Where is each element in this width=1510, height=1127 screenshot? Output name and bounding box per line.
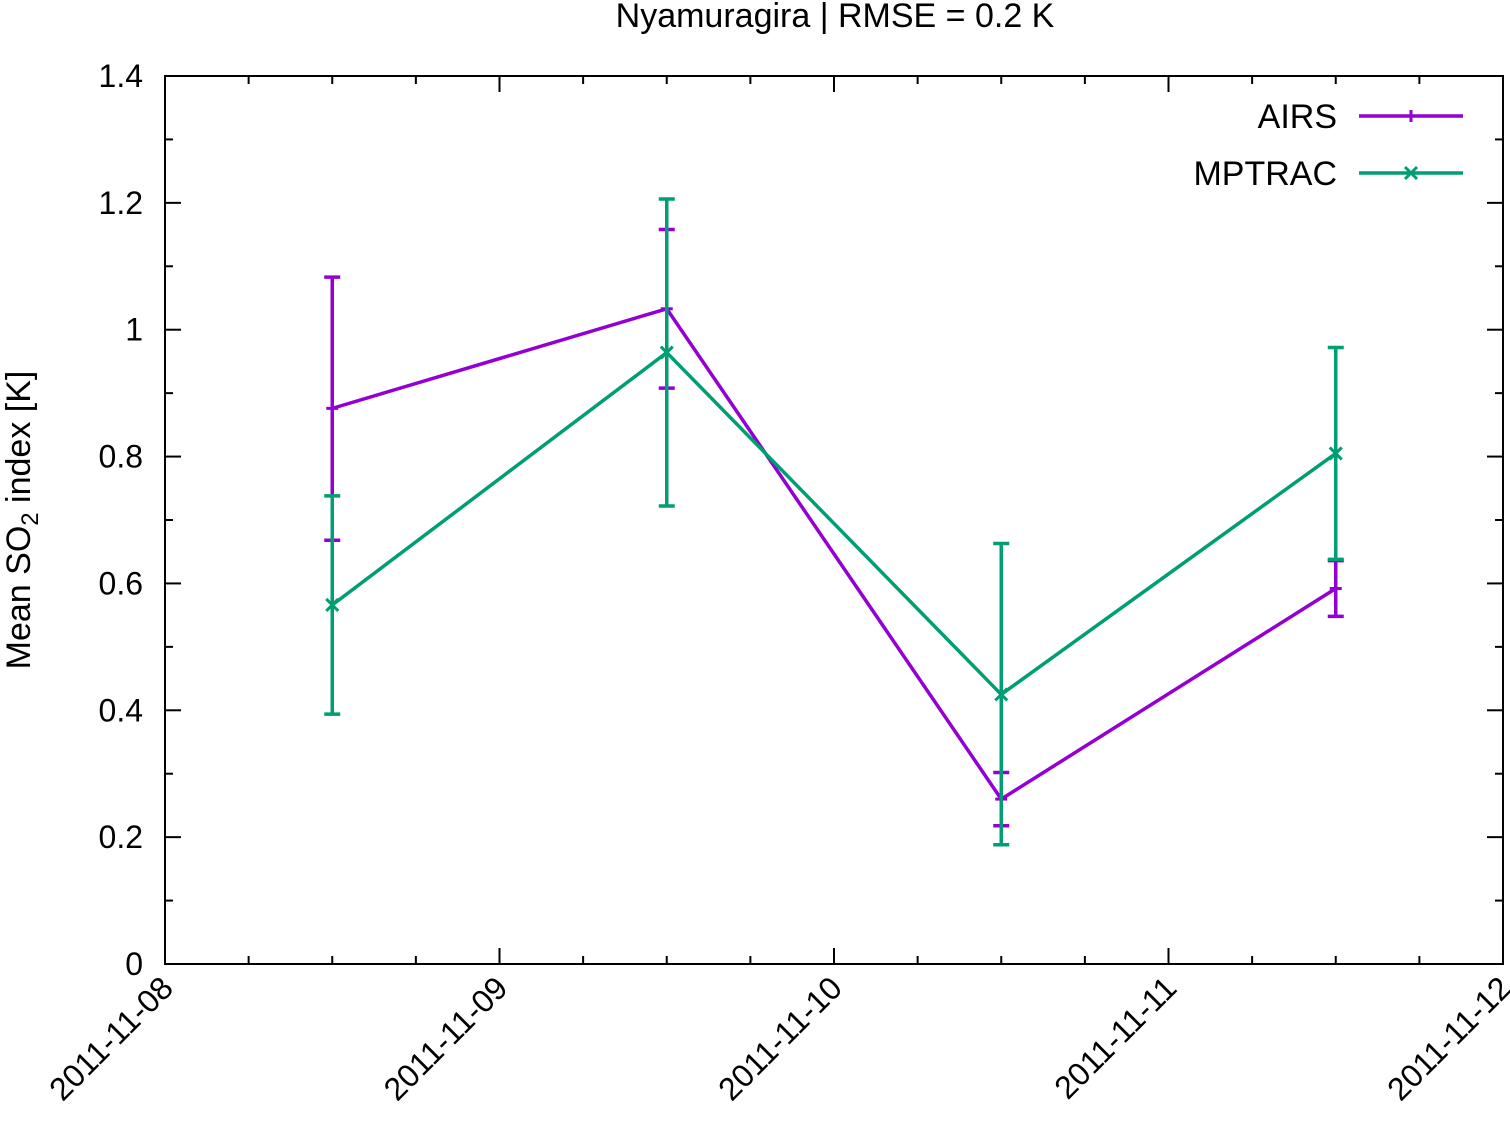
x-tick-label: 2011-11-10: [711, 969, 849, 1107]
legend-label-mptrac: MPTRAC: [1193, 155, 1337, 193]
marker-stroke: [994, 687, 1009, 702]
y-tick-label: 0.6: [99, 565, 143, 601]
marker-stroke: [1328, 446, 1343, 461]
data-point-mptrac: [325, 597, 340, 613]
legend-label-airs: AIRS: [1258, 98, 1337, 136]
data-point-airs: [1329, 582, 1342, 595]
series-mptrac: [324, 197, 1344, 847]
data-point-mptrac: [994, 687, 1009, 702]
y-tick-label: 0.8: [99, 439, 143, 475]
y-axis-label-subscript: 2: [17, 512, 44, 525]
series-line-mptrac: [331, 350, 1337, 697]
marker-stroke: [1403, 165, 1419, 181]
y-tick-label: 0.2: [99, 819, 143, 855]
y-axis-label: Mean SO2 index [K]: [0, 371, 44, 670]
marker-stroke: [659, 345, 674, 360]
y-tick-label: 1: [125, 312, 143, 348]
y-tick-label: 1.4: [99, 58, 143, 94]
legend: AIRS MPTRAC: [1193, 98, 1463, 193]
plot-frame: [164, 75, 1504, 965]
data-point-airs: [326, 402, 339, 415]
x-tick-label: 2011-11-08: [42, 969, 180, 1107]
series-layer: [324, 197, 1344, 847]
y-axis-label-main: Mean SO: [0, 526, 38, 670]
chart-title: Nyamuragira | RMSE = 0.2 K: [616, 0, 1055, 35]
legend-entry-airs: AIRS: [1258, 98, 1463, 136]
series-airs: [324, 227, 1344, 828]
axes: 0 0.2 0.4 0.6 0.8 1 1.2 1.4 2011-11-08 2011-11-09…: [42, 58, 1510, 1107]
y-tick-label: 0.4: [99, 692, 143, 728]
series-line-airs: [331, 307, 1337, 801]
x-tick-label: 2011-11-12: [1380, 969, 1510, 1107]
data-point-mptrac: [659, 345, 674, 360]
y-axis-label-rest: index [K]: [0, 371, 38, 513]
x-tick-label: 2011-11-09: [377, 969, 515, 1107]
x-tick-label: 2011-11-11: [1047, 969, 1183, 1105]
y-tick-label: 0: [125, 946, 143, 982]
y-tick-label: 1.2: [99, 185, 143, 221]
legend-entry-mptrac: MPTRAC: [1193, 155, 1463, 193]
legend-marker-mptrac: [1403, 165, 1419, 181]
marker-stroke: [325, 597, 340, 613]
legend-marker-airs: [1405, 110, 1417, 122]
data-point-mptrac: [1328, 446, 1343, 461]
